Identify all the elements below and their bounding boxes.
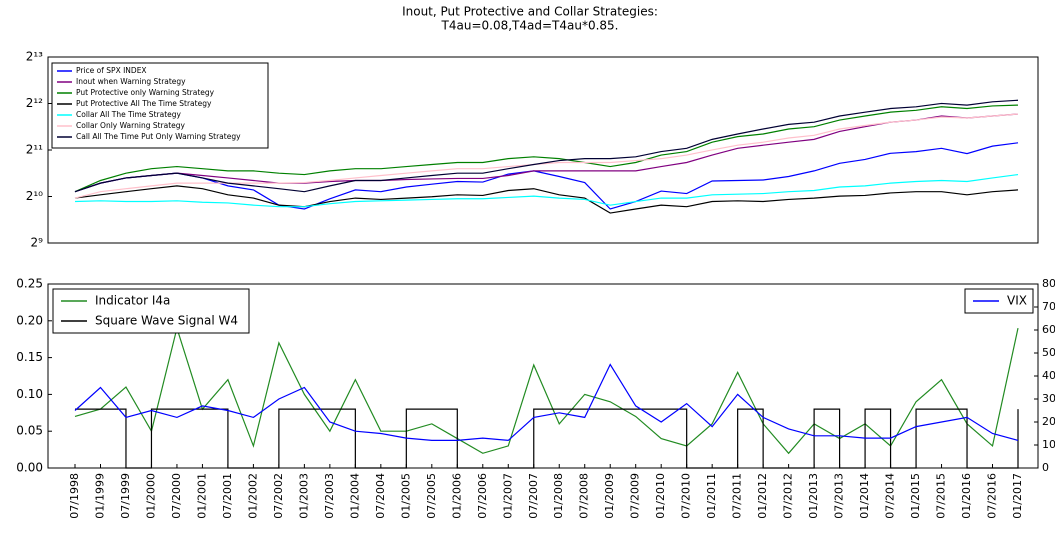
y-tick-label: 0.10	[16, 387, 43, 401]
x-tick-label: 07/2004	[374, 473, 387, 519]
x-tick-label: 01/2011	[705, 473, 718, 519]
legend-label: Call All The Time Put Only Warning Strat…	[76, 132, 241, 141]
legend-label: Inout when Warning Strategy	[76, 77, 186, 86]
series-line	[74, 99, 1019, 193]
y-tick-label: 2¹³	[26, 50, 43, 64]
x-tick-label: 01/2017	[1011, 473, 1024, 519]
x-tick-label: 01/2015	[909, 473, 922, 519]
x-tick-label: 07/2001	[221, 473, 234, 519]
series-line	[75, 408, 1019, 469]
x-tick-label: 01/2005	[399, 473, 412, 519]
y-tick-label: 0.00	[16, 461, 43, 475]
x-tick-label: 07/2000	[170, 473, 183, 519]
x-tick-label: 01/2012	[756, 473, 769, 519]
x-tick-label: 07/1998	[68, 473, 81, 519]
legend-label: Collar All The Time Strategy	[76, 110, 182, 119]
y2-tick-label: 10	[1042, 438, 1055, 451]
series-line	[74, 325, 1019, 455]
series-line	[74, 113, 1019, 193]
x-tick-label: 07/2007	[527, 473, 540, 519]
x-tick-label: 07/2003	[323, 473, 336, 519]
x-tick-label: 07/1999	[119, 473, 132, 519]
y-tick-label: 2¹²	[26, 96, 43, 110]
series-line	[74, 185, 1019, 214]
x-tick-label: 01/1999	[93, 473, 106, 519]
x-tick-label: 01/2008	[552, 473, 565, 519]
x-tick-label: 07/2009	[629, 473, 642, 519]
y-tick-label: 0.05	[16, 424, 43, 438]
x-tick-label: 07/2013	[833, 473, 846, 519]
y2-tick-label: 70	[1042, 300, 1055, 313]
legend-box	[51, 62, 269, 149]
legend-label: Price of SPX INDEX	[76, 66, 147, 75]
y2-tick-label: 80	[1042, 277, 1055, 290]
x-tick-label: 01/2013	[807, 473, 820, 519]
y2-tick-label: 30	[1042, 392, 1055, 405]
legend-label: Put Protective All The Time Strategy	[76, 99, 212, 108]
x-tick-label: 01/2010	[654, 473, 667, 519]
legend-label: Square Wave Signal W4	[95, 314, 238, 328]
x-tick-label: 01/2001	[195, 473, 208, 519]
x-tick-label: 01/2014	[858, 473, 871, 519]
x-tick-label: 01/2016	[960, 473, 973, 519]
y2-tick-label: 0	[1042, 461, 1049, 474]
x-tick-label: 07/2016	[986, 473, 999, 519]
x-tick-label: 01/2003	[297, 473, 310, 519]
y-tick-label: 0.25	[16, 277, 43, 291]
series-line	[74, 173, 1019, 208]
series-line	[74, 142, 1019, 210]
x-tick-label: 07/2010	[680, 473, 693, 519]
x-tick-label: 01/2006	[450, 473, 463, 519]
x-tick-label: 07/2011	[731, 473, 744, 519]
x-tick-label: 07/2014	[884, 473, 897, 519]
legend-label: Collar Only Warning Strategy	[76, 121, 186, 130]
x-tick-label: 01/2009	[603, 473, 616, 519]
x-tick-label: 01/2004	[348, 473, 361, 519]
legend-box	[52, 288, 250, 334]
legend-label: Put Protective only Warning Strategy	[76, 88, 215, 97]
x-tick-label: 01/2000	[144, 473, 157, 519]
y-tick-label: 2⁹	[31, 236, 44, 250]
x-tick-label: 07/2008	[578, 473, 591, 519]
x-tick-label: 07/2002	[272, 473, 285, 519]
y2-tick-label: 50	[1042, 346, 1055, 359]
legend-label: Indicator I4a	[95, 294, 170, 308]
x-tick-label: 07/2015	[935, 473, 948, 519]
legend-label: VIX	[1007, 294, 1027, 308]
y-tick-label: 0.20	[16, 313, 43, 327]
series-line	[74, 104, 1019, 193]
series-line	[74, 363, 1019, 442]
x-tick-label: 07/2006	[476, 473, 489, 519]
x-tick-label: 01/2002	[246, 473, 259, 519]
chart-title: T4au=0.08,T4ad=T4au*0.85.	[441, 19, 619, 33]
y2-tick-label: 40	[1042, 369, 1055, 382]
x-tick-label: 07/2005	[425, 473, 438, 519]
y-tick-label: 2¹¹	[26, 143, 43, 157]
y2-tick-label: 20	[1042, 415, 1055, 428]
chart-title: Inout, Put Protective and Collar Strateg…	[402, 5, 658, 19]
y-tick-label: 2¹⁰	[26, 189, 43, 203]
x-tick-label: 07/2012	[782, 473, 795, 519]
x-tick-label: 01/2007	[501, 473, 514, 519]
y-tick-label: 0.15	[16, 350, 43, 364]
y2-tick-label: 60	[1042, 323, 1055, 336]
